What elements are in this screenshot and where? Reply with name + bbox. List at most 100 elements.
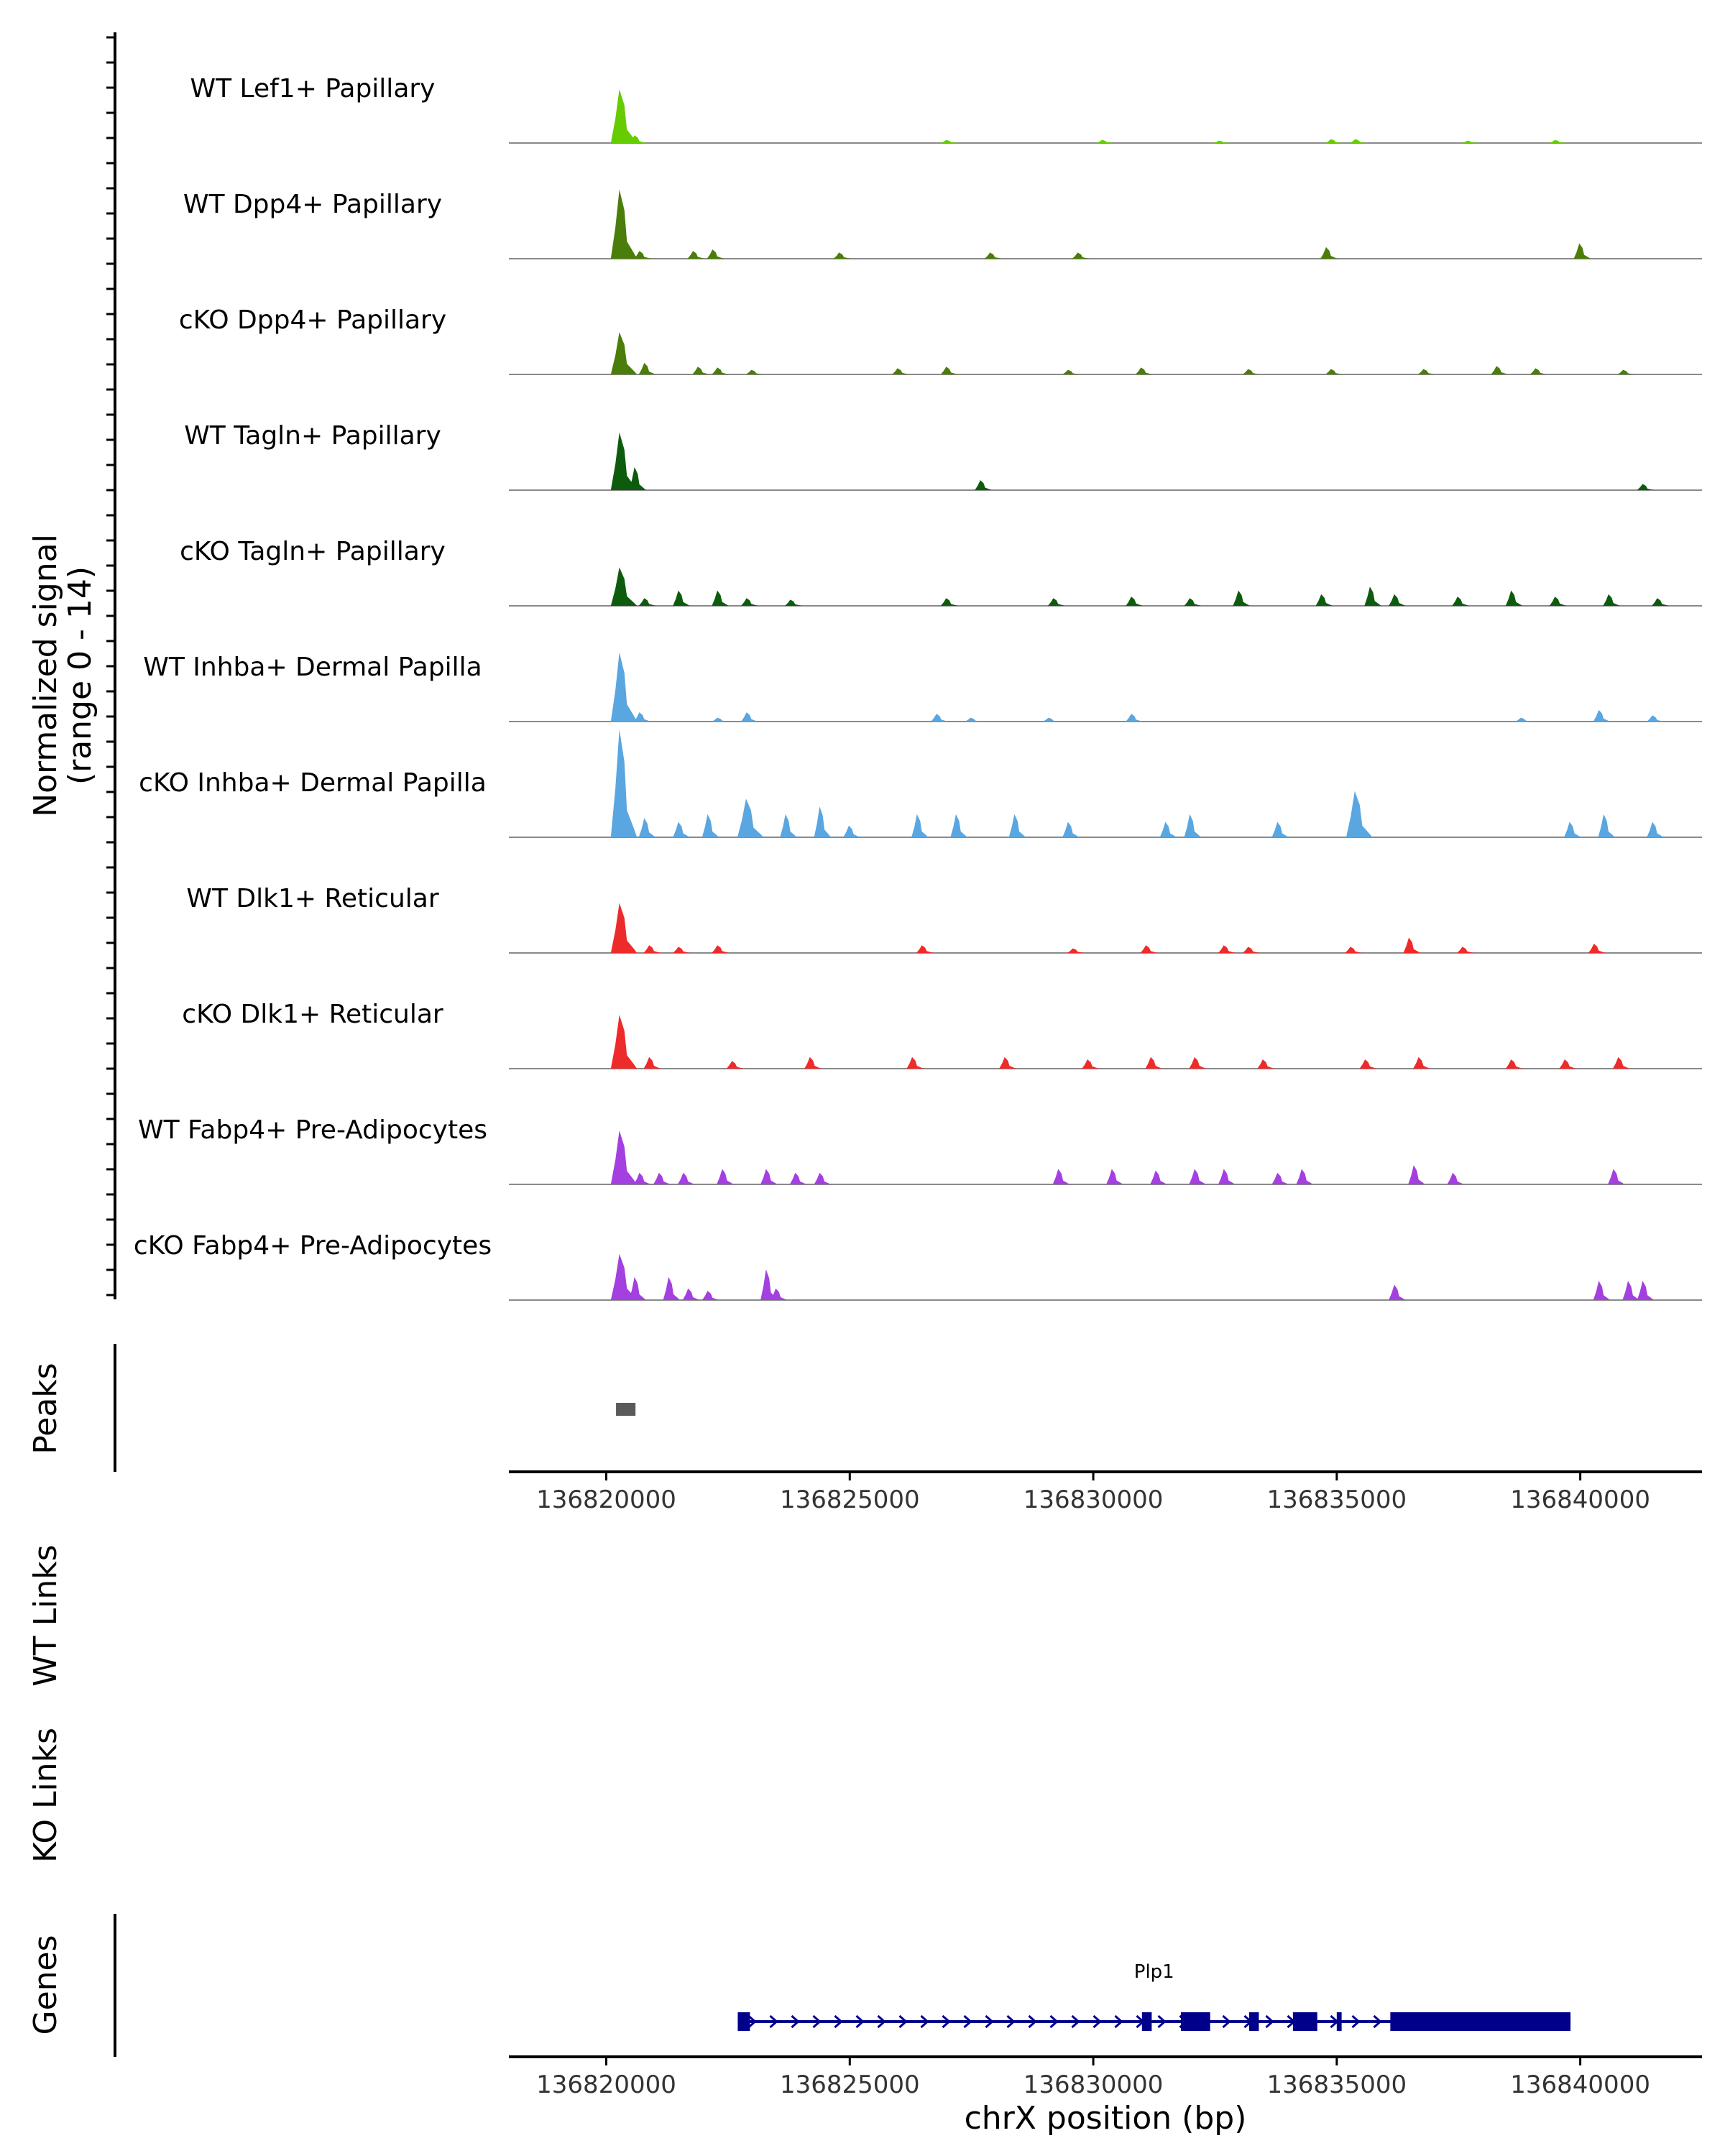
strand-arrow: [942, 2014, 951, 2029]
coverage-peak: [1271, 1172, 1289, 1184]
coverage-peak: [1008, 814, 1026, 837]
track-label: cKO Dpp4+ Papillary: [179, 305, 446, 335]
coverage-peak: [1617, 369, 1634, 374]
coverage-peak: [702, 1291, 719, 1300]
coverage-peak: [1573, 243, 1591, 259]
track-3: cKO Dpp4+ Papillary: [179, 305, 1702, 375]
coverage-peak: [1622, 1281, 1639, 1300]
coverage-peak: [712, 367, 729, 374]
coverage-peak: [610, 1015, 638, 1069]
strand-arrow: [1049, 2014, 1059, 2029]
coverage-peak: [610, 432, 638, 490]
track-1: WT Lef1+ Papillary: [190, 74, 1702, 144]
coverage-peak: [712, 590, 729, 606]
coverage-peak: [638, 598, 656, 606]
strand-arrow: [834, 2014, 843, 2029]
coverage-peak: [1647, 821, 1664, 837]
strand-arrow: [963, 2014, 972, 2029]
coverage-peak: [1067, 948, 1085, 953]
coverage-peak: [1413, 1056, 1430, 1069]
coverage-peak: [1408, 1165, 1425, 1184]
coverage-peak: [1505, 1059, 1523, 1069]
gene-exon: [1141, 2012, 1152, 2031]
gene-exon: [1292, 2012, 1317, 2031]
coverage-peak: [629, 466, 646, 490]
coverage-peak: [760, 1169, 778, 1184]
coverage-peak: [610, 332, 638, 374]
coverage-peak: [1403, 937, 1420, 953]
strand-arrow: [855, 2014, 865, 2029]
strand-arrow: [1114, 2014, 1123, 2029]
coverage-peak: [1549, 139, 1567, 143]
x-tick-label: 136840000: [1510, 1485, 1650, 1514]
coverage-peak: [663, 1276, 680, 1300]
coverage-peak: [702, 814, 719, 837]
gene-exon: [1390, 2012, 1571, 2031]
coverage-peak: [1126, 596, 1143, 606]
x-tick-label: 136835000: [1266, 1485, 1407, 1514]
gene-exon: [1248, 2012, 1259, 2031]
coverage-peak: [1062, 821, 1080, 837]
strand-arrow: [748, 2014, 757, 2029]
coverage-peak: [1564, 821, 1581, 837]
coverage-peak: [1135, 367, 1153, 374]
coverage-peak: [1452, 596, 1469, 606]
ko-links-label: KO Links: [27, 1728, 64, 1863]
coverage-peak: [638, 362, 656, 374]
strand-arrow: [769, 2014, 778, 2029]
coverage-peak: [1389, 594, 1406, 606]
coverage-peak: [940, 139, 958, 143]
track-9: cKO Dlk1+ Reticular: [182, 1000, 1702, 1069]
coverage-peak: [1047, 598, 1065, 606]
coverage-peak: [1325, 369, 1343, 374]
track-2: WT Dpp4+ Papillary: [183, 189, 1702, 259]
strand-arrow: [1092, 2014, 1102, 2029]
coverage-peak: [737, 798, 764, 837]
coverage-peak: [975, 480, 992, 490]
coverage-peak: [1052, 1169, 1070, 1184]
strand-arrow: [985, 2014, 994, 2029]
coverage-peak: [1257, 1059, 1274, 1069]
coverage-peak: [610, 89, 638, 143]
coverage-peak: [1218, 1169, 1236, 1184]
coverage-peak: [1159, 821, 1177, 837]
coverage-peak: [940, 598, 958, 606]
coverage-peak: [741, 598, 758, 606]
coverage-peak: [741, 712, 758, 722]
coverage-peak: [1145, 1056, 1162, 1069]
x-tick-label: 136825000: [780, 2070, 920, 2099]
coverage-peak: [1637, 1281, 1655, 1300]
strand-arrow: [1351, 2014, 1361, 2029]
track-7: cKO Inhba+ Dermal Papilla: [139, 729, 1702, 838]
coverage-ylabel-range: (range 0 - 14): [62, 566, 98, 785]
coverage-peak: [931, 714, 948, 722]
coverage-peak: [682, 1288, 700, 1300]
strand-arrow: [920, 2014, 929, 2029]
coverage-peak: [1598, 814, 1615, 837]
coverage-peak: [633, 712, 651, 722]
coverage-peak: [1588, 944, 1606, 953]
coverage-peak: [770, 1288, 788, 1300]
gene-exon: [1181, 2012, 1210, 2031]
x-axis-lower: 136820000 136825000 136830000 136835000 1368…: [509, 2055, 1702, 2099]
x-tick-label: 136820000: [536, 2070, 676, 2099]
coverage-peak: [633, 251, 651, 259]
coverage-peak: [610, 729, 638, 837]
coverage-peak: [1242, 369, 1260, 374]
track-label: WT Dpp4+ Papillary: [183, 190, 442, 219]
coverage-peak: [692, 367, 709, 374]
coverage-peak: [610, 652, 638, 722]
coverage-peak: [833, 252, 851, 259]
coverage-peak: [1559, 1059, 1576, 1069]
strand-arrow: [1006, 2014, 1016, 2029]
coverage-peak: [638, 818, 656, 837]
coverage-peak: [712, 945, 729, 953]
coverage-peak: [673, 590, 690, 606]
coverage-peak: [633, 1172, 651, 1184]
gene-model-plp1: [737, 2012, 1571, 2031]
coverage-peak: [1608, 1169, 1625, 1184]
coverage-peak: [1062, 369, 1080, 374]
coverage-peak: [1082, 1059, 1099, 1069]
track-5: cKO Tagln+ Papillary: [180, 537, 1702, 607]
coverage-peak: [1126, 714, 1143, 722]
